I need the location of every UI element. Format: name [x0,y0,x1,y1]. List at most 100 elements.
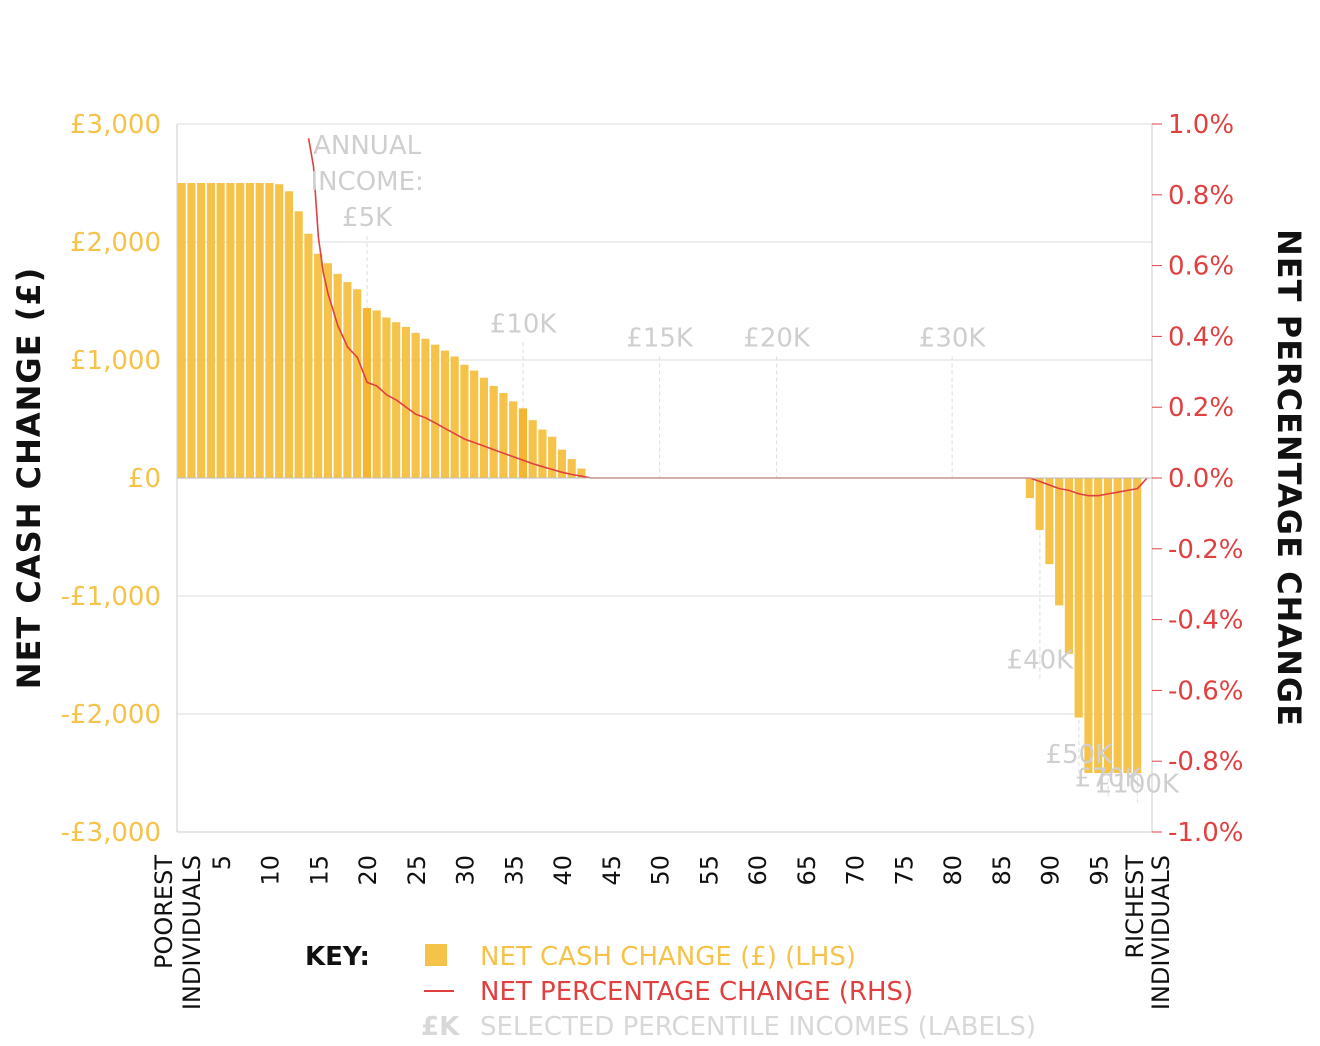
percentile-label-3-0: £20K [743,323,811,353]
cash-change-bars [177,183,1142,773]
rhs-tick-8: -0.6% [1168,676,1243,706]
lhs-tick-2: £1,000 [70,346,161,376]
bar-p19 [353,289,362,478]
rhs-tick-3: 0.4% [1168,322,1234,352]
bar-p94 [1084,478,1093,773]
bar-p92 [1064,478,1073,654]
lhs-tick-3: £0 [128,464,161,494]
bar-p39 [548,436,557,478]
bar-p33 [489,385,498,478]
x-tick-labels: 5 10 15 20 25 30 35 40 45 50 55 60 65 70 75 80 85 90 95 [208,855,1114,886]
percentile-label-2-0: £15K [626,323,694,353]
bar-p16 [323,263,332,478]
bar-p96 [1103,478,1112,773]
x-tick-65: 65 [793,855,821,886]
x-tick-35: 35 [500,855,528,886]
lhs-axis-title: NET CASH CHANGE (£) [10,267,48,689]
lhs-tick-0: £3,000 [70,110,161,140]
bar-p40 [557,449,566,478]
bar-p31 [470,370,479,478]
x-end-label-richest-2: INDIVIDUALS [1147,855,1175,1010]
bar-p11 [275,184,284,478]
rhs-tick-labels: 1.0% 0.8% 0.6% 0.4% 0.2% 0.0% -0.2% -0.4% -0.6% -… [1152,110,1243,848]
x-tick-5: 5 [208,855,236,870]
percentile-label-0-0: ANNUAL [313,131,422,161]
bar-p22 [382,317,391,478]
bar-p17 [333,273,342,478]
bar-p20 [362,308,371,478]
bar-p9 [255,183,264,478]
bar-p7 [236,183,245,478]
x-tick-40: 40 [549,855,577,886]
percentile-label-7-0: £70K [1075,764,1143,794]
x-tick-70: 70 [842,855,870,886]
x-tick-80: 80 [939,855,967,886]
bar-p12 [284,191,293,478]
lhs-tick-1: £2,000 [70,228,161,258]
bar-p10 [265,183,274,478]
x-tick-15: 15 [305,855,333,886]
bar-p14 [304,233,313,478]
lhs-tick-labels: £3,000 £2,000 £1,000 £0 -£1,000 -£2,000 -£3,00… [61,110,161,848]
bar-p34 [499,393,508,478]
legend-title: KEY: [305,942,370,972]
rhs-tick-5: 0.0% [1168,464,1234,494]
legend-bar-swatch [425,944,447,966]
bar-p95 [1094,478,1103,773]
bar-p30 [460,364,469,478]
bar-p36 [518,408,527,478]
bar-p35 [509,401,518,478]
x-tick-45: 45 [598,855,626,886]
bar-p15 [314,253,323,478]
x-end-label-poorest-1: POOREST [150,855,178,969]
lhs-tick-4: -£1,000 [61,582,161,612]
rhs-tick-7: -0.4% [1168,606,1243,636]
legend-label-symbol: £K [421,1012,460,1042]
x-tick-55: 55 [695,855,723,886]
lhs-tick-6: -£3,000 [61,818,161,848]
x-tick-30: 30 [452,855,480,886]
rhs-tick-2: 0.6% [1168,252,1234,282]
rhs-tick-9: -0.8% [1168,747,1243,777]
x-tick-90: 90 [1037,855,1065,886]
x-end-label-poorest-2: INDIVIDUALS [178,855,206,1010]
percentage-change-line [307,138,1148,497]
bar-p26 [421,338,430,478]
percentile-label-0-1: INCOME: [310,167,423,197]
percentile-label-5-0: £40K [1007,646,1075,676]
bar-p29 [450,356,459,478]
bar-p5 [216,183,225,478]
percentile-label-8-0: £100K [1096,770,1180,800]
bar-p98 [1123,478,1132,773]
bar-p4 [206,183,215,478]
x-end-label-richest-1: RICHEST [1121,855,1149,959]
rhs-tick-10: -1.0% [1168,818,1243,848]
bar-p21 [372,310,381,478]
rhs-tick-0: 1.0% [1168,110,1234,140]
legend-item-pct: NET PERCENTAGE CHANGE (RHS) [480,977,913,1007]
rhs-tick-4: 0.2% [1168,393,1234,423]
bar-p93 [1074,478,1083,718]
x-tick-10: 10 [257,855,285,886]
bar-p91 [1055,478,1064,606]
bar-p1 [177,183,186,478]
legend: KEY: NET CASH CHANGE (£) (LHS) NET PERCE… [305,942,1036,1042]
bar-p13 [294,211,303,478]
x-tick-85: 85 [988,855,1016,886]
bar-p37 [528,420,537,478]
bar-p25 [411,332,420,478]
x-tick-60: 60 [744,855,772,886]
legend-item-labels: SELECTED PERCENTILE INCOMES (LABELS) [480,1012,1036,1042]
x-tick-25: 25 [403,855,431,886]
x-tick-95: 95 [1085,855,1113,886]
percentile-label-1-0: £10K [490,309,558,339]
rhs-tick-6: -0.2% [1168,535,1243,565]
percentile-label-0-2: £5K [342,203,393,233]
bar-p18 [343,282,352,478]
legend-item-cash: NET CASH CHANGE (£) (LHS) [480,942,856,972]
x-tick-50: 50 [647,855,675,886]
lhs-tick-5: -£2,000 [61,700,161,730]
rhs-tick-1: 0.8% [1168,181,1234,211]
bar-p32 [479,377,488,478]
